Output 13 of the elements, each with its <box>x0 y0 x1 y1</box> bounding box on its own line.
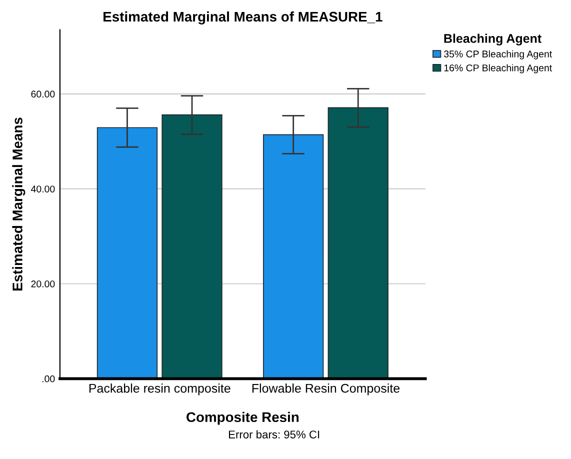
y-tick-label: .00 <box>42 375 55 382</box>
x-tick-label: Flowable Resin Composite <box>252 384 400 396</box>
chart-title: Estimated Marginal Means of MEASURE_1 <box>104 11 382 24</box>
y-tick-label: 60.00 <box>31 90 55 98</box>
legend-label: 16% CP Bleaching Agent <box>444 64 552 74</box>
x-tick-label: Packable resin composite <box>89 384 230 396</box>
y-tick-label: 20.00 <box>31 280 55 288</box>
y-tick-label: 40.00 <box>30 186 55 192</box>
x-axis-title: Composite Resin <box>186 412 299 425</box>
text: Error bars: 95% CI <box>228 430 320 438</box>
legend-label: 35% CP Bleaching Agent <box>444 50 552 60</box>
y-axis-title: Estimated Marginal Means <box>12 118 26 291</box>
legend-title: Bleaching Agent <box>444 34 542 46</box>
